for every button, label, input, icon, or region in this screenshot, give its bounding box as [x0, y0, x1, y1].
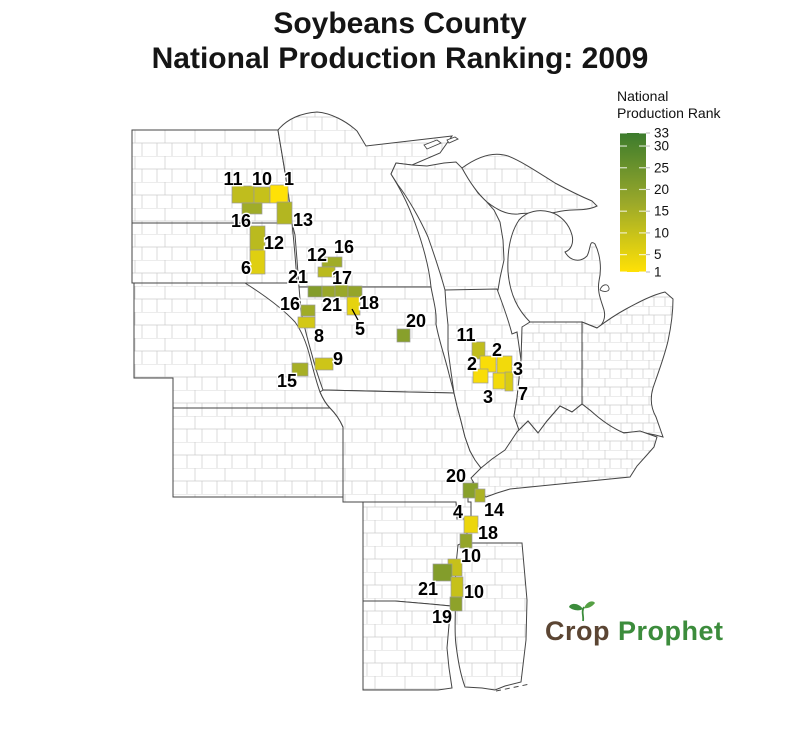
- state-louisiana: [362, 600, 453, 691]
- rank-label: 6: [241, 258, 251, 278]
- rank-label: 21: [288, 267, 308, 287]
- rank-label: 20: [406, 311, 426, 331]
- rank-label: 16: [280, 294, 300, 314]
- legend-tick-label: 1: [654, 265, 662, 280]
- county-patch-rank-21: [307, 285, 323, 298]
- county-patch-rank-10: [450, 576, 464, 598]
- rank-label: 3: [513, 359, 523, 379]
- states-layer: [131, 111, 674, 692]
- rank-label: 7: [518, 384, 528, 404]
- rank-label: 11: [456, 325, 475, 345]
- logo-text: Crop Prophet: [545, 616, 724, 646]
- rank-label: 16: [231, 211, 251, 231]
- state-kansas: [172, 407, 344, 498]
- legend-title-line-1: National: [617, 88, 668, 104]
- rank-label: 10: [464, 582, 484, 602]
- rank-label: 12: [307, 245, 327, 265]
- isle-royale-island: [423, 139, 442, 150]
- logo-prophet-text: Prophet: [618, 616, 724, 646]
- county-patch-rank-13: [276, 201, 293, 225]
- county-patch-rank-8: [297, 316, 316, 329]
- rank-label: 20: [446, 466, 466, 486]
- county-patch-rank-2: [472, 368, 489, 384]
- county-patch-rank-9: [314, 357, 334, 371]
- rank-label: 11: [223, 169, 242, 189]
- gulf-coastline-dashed: [495, 683, 531, 692]
- logo-crop-text: Crop: [545, 616, 610, 646]
- lake-st-clair-outline: [599, 284, 610, 292]
- rank-label: 12: [264, 233, 284, 253]
- title-line-2: National Production Ranking: 2009: [151, 42, 649, 75]
- rank-label: 2: [492, 340, 502, 360]
- county-patch-rank-11: [471, 341, 486, 360]
- county-patch-rank-12: [249, 225, 266, 251]
- rank-label: 19: [432, 607, 452, 627]
- county-patch-rank-19: [449, 596, 463, 612]
- county-patch-rank-4: [463, 515, 479, 534]
- rank-label: 21: [322, 295, 342, 315]
- legend-tick-label: 5: [654, 247, 662, 262]
- state-michigan: [507, 210, 606, 329]
- cropprophet-logo: Crop Prophet: [545, 601, 724, 646]
- state-michigan-upper-peninsula: [461, 153, 598, 215]
- legend-tick-label: 10: [654, 225, 669, 240]
- rank-label: 21: [418, 579, 438, 599]
- county-patch-rank-12: [317, 266, 336, 278]
- county-patch-rank-16: [241, 202, 263, 215]
- county-patch-rank-5: [346, 296, 361, 316]
- rank-label: 1: [284, 169, 294, 189]
- county-patch-rank-20: [396, 328, 411, 343]
- state-kentucky: [470, 403, 658, 498]
- legend-tick-label: 25: [654, 160, 669, 175]
- rank-label: 8: [314, 326, 324, 346]
- rank-label: 16: [334, 237, 354, 257]
- county-patch-rank-18: [459, 533, 473, 549]
- rank-label: 17: [332, 268, 352, 288]
- rank-label: 5: [355, 319, 365, 339]
- rank-label: 4: [453, 502, 463, 522]
- county-patch-rank-7: [504, 371, 514, 392]
- rank-label: 2: [467, 354, 477, 374]
- legend-tick-label: 15: [654, 204, 669, 219]
- county-patch-rank-21: [432, 563, 453, 582]
- title-line-1: Soybeans County: [273, 7, 527, 40]
- rank-label: 13: [293, 210, 313, 230]
- apostle-islands-island: [446, 136, 459, 144]
- rank-label: 18: [359, 293, 379, 313]
- page-title: Soybeans County National Production Rank…: [0, 6, 800, 76]
- rank-label: 10: [252, 169, 272, 189]
- rank-label: 9: [333, 349, 343, 369]
- county-patch-rank-14: [474, 488, 486, 503]
- legend-tick-label: 20: [654, 182, 669, 197]
- rank-label: 10: [461, 546, 481, 566]
- label-leader-line: [351, 308, 359, 321]
- rank-label: 18: [478, 523, 498, 543]
- ranked-counties-layer: [231, 184, 514, 612]
- legend-tick-label: 30: [654, 139, 669, 154]
- county-patch-rank-15: [291, 362, 309, 377]
- legend-tick-label: 33: [654, 126, 669, 141]
- rank-label: 15: [277, 371, 297, 391]
- state-south-dakota: [131, 222, 298, 284]
- sprout-icon: [569, 601, 595, 622]
- county-patch-rank-16: [300, 304, 316, 317]
- rank-label: 3: [483, 387, 493, 407]
- legend-title-line-2: Production Rank: [617, 105, 722, 121]
- state-missouri: [319, 389, 482, 520]
- county-patch-rank-6: [249, 249, 266, 275]
- county-patch-rank-10: [253, 186, 271, 204]
- legend-gradient-bar: [620, 133, 646, 272]
- rank-label: 14: [484, 500, 504, 520]
